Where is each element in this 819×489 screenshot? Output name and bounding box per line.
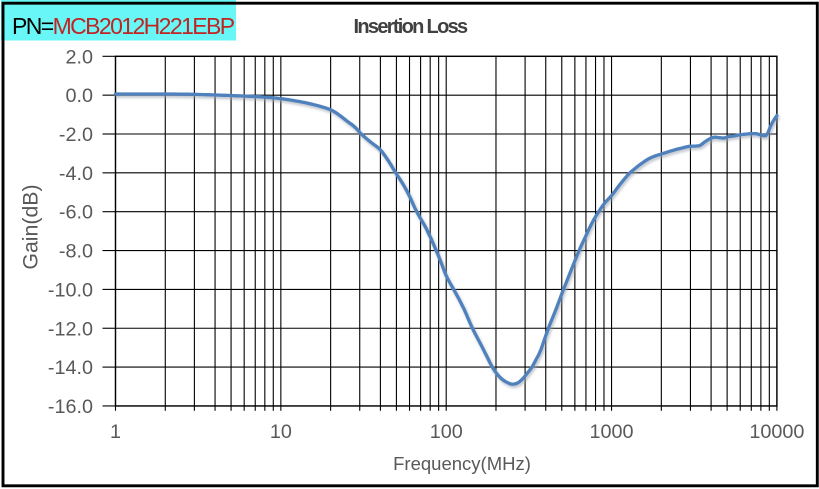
svg-text:-16.0: -16.0 xyxy=(48,396,93,418)
svg-text:-6.0: -6.0 xyxy=(59,202,93,224)
svg-text:-14.0: -14.0 xyxy=(48,357,93,379)
svg-text:-10.0: -10.0 xyxy=(48,279,93,301)
svg-text:-8.0: -8.0 xyxy=(59,241,93,263)
svg-text:-4.0: -4.0 xyxy=(59,163,93,185)
svg-text:Gain(dB): Gain(dB) xyxy=(18,184,42,269)
svg-text:2.0: 2.0 xyxy=(66,46,94,68)
svg-text:PN=MCB2012H221EBP: PN=MCB2012H221EBP xyxy=(12,13,235,39)
svg-text:10: 10 xyxy=(270,421,292,443)
svg-text:Frequency(MHz): Frequency(MHz) xyxy=(393,453,531,474)
svg-text:1: 1 xyxy=(110,421,121,443)
svg-text:Insertion Loss: Insertion Loss xyxy=(354,16,468,38)
svg-text:100: 100 xyxy=(430,421,463,443)
svg-text:-2.0: -2.0 xyxy=(59,124,93,146)
svg-text:10000: 10000 xyxy=(749,421,804,443)
svg-text:0.0: 0.0 xyxy=(66,85,94,107)
svg-text:-12.0: -12.0 xyxy=(48,318,93,340)
svg-text:1000: 1000 xyxy=(589,421,633,443)
